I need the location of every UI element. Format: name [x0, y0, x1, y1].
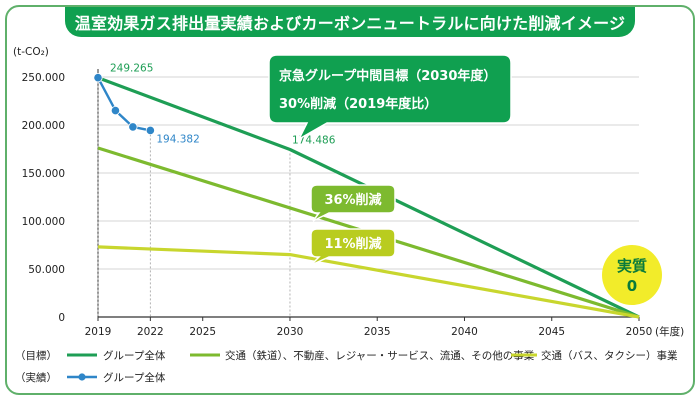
legend-label-bus-taxi: 交通（バス、タクシー）事業 — [541, 349, 678, 362]
x-tick-label: 2022 — [137, 326, 164, 338]
data-label: 249.265 — [110, 63, 153, 75]
callout-box — [268, 54, 512, 141]
y-tick-label: 100.000 — [22, 216, 65, 228]
x-tick-label: 2040 — [451, 326, 478, 338]
series-line — [97, 245, 640, 319]
reduction-badge-11 — [310, 228, 396, 266]
net-zero-line-2: 0 — [627, 277, 637, 295]
legend-label-rail-etc: 交通（鉄道）、不動産、レジャー・サービス、流通、その他の事業 — [225, 349, 535, 362]
chart-frame: 温室効果ガス排出量実績およびカーボンニュートラルに向けた削減イメージ 250.0… — [5, 5, 695, 395]
legend-label-actual: グループ全体 — [103, 371, 166, 384]
data-point — [93, 73, 103, 83]
y-tick-label: 200.000 — [22, 120, 65, 132]
data-point — [128, 122, 138, 132]
y-tick-label: 250.000 — [22, 72, 65, 84]
net-zero-line-1: 実質 — [617, 257, 647, 275]
y-tick-label: 0 — [58, 312, 65, 324]
chart-title: 温室効果ガス排出量実績およびカーボンニュートラルに向けた削減イメージ — [74, 14, 626, 33]
y-tick-label: 150.000 — [22, 168, 65, 180]
legend-target-label: （目標） — [15, 349, 57, 362]
title-bar: 温室効果ガス排出量実績およびカーボンニュートラルに向けた削減イメージ — [65, 7, 635, 37]
reduction-badge-11-text: 11%削減 — [324, 236, 381, 252]
x-tick-label: 2035 — [364, 326, 391, 338]
callout-line-2: 30%削減（2019年度比） — [279, 96, 437, 112]
legend-label-group-total: グループ全体 — [103, 349, 166, 362]
data-label: 194.382 — [156, 133, 199, 145]
x-tick-label: 2045 — [538, 326, 565, 338]
legend-marker-actual — [78, 373, 86, 381]
y-tick-label: 50.000 — [28, 264, 65, 276]
callout-line-1: 京急グループ中間目標（2030年度） — [279, 68, 496, 84]
series-line — [97, 76, 640, 319]
reduction-badge-36 — [310, 184, 396, 222]
series-line — [96, 77, 151, 132]
data-label: 174.486 — [292, 134, 336, 146]
y-axis-unit: (t-CO₂) — [13, 46, 49, 58]
data-point — [110, 106, 121, 116]
x-tick-label: 2025 — [189, 326, 216, 338]
x-tick-label: 2019 — [85, 326, 112, 338]
x-tick-label: 2030 — [277, 326, 304, 338]
reduction-badge-36-text: 36%削減 — [324, 192, 381, 208]
x-axis-unit: (年度) — [655, 325, 684, 338]
line-chart: 250.000 200.000 150.000 100.000 50.000 0 (t-CO… — [13, 46, 684, 384]
net-zero-badge — [602, 245, 662, 305]
data-point — [145, 125, 155, 135]
legend-actual-label: （実績） — [15, 371, 57, 384]
x-tick-label: 2050 — [626, 326, 653, 338]
